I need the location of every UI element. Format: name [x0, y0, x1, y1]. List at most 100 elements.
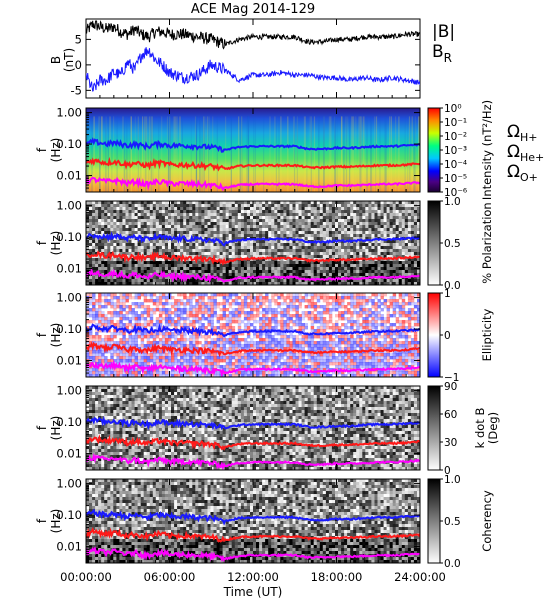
field-ylabel-unit: (nT) [62, 48, 76, 72]
spectrogram-cell [243, 279, 248, 283]
spectrogram-cell [168, 261, 172, 265]
spectrogram-cell [286, 228, 290, 232]
spectrogram-cell [383, 237, 387, 241]
spectrogram-cell [262, 231, 266, 235]
spectrogram-cell [210, 249, 214, 253]
spectrogram-cell [116, 225, 120, 229]
spectrogram-cell [301, 279, 305, 283]
spectrogram-cell [192, 246, 196, 250]
spectrogram-cell [216, 201, 220, 205]
spectrogram-cell [417, 279, 420, 283]
spectrogram-cell [198, 225, 202, 229]
spectrogram-cell [301, 210, 305, 214]
spectrogram-cell [177, 213, 181, 217]
spectrogram-cell [359, 210, 363, 214]
spectrogram-cell [177, 231, 181, 235]
spectrogram-cell [386, 282, 390, 285]
spectrogram-cell [86, 264, 90, 268]
spectrogram-cell [201, 261, 205, 265]
spectrogram-cell [216, 234, 220, 238]
spectrogram-cell [210, 213, 214, 217]
intensity-texture-stripe [363, 116, 365, 192]
intensity-texture-stripe [145, 116, 147, 192]
spectrogram-cell [243, 365, 248, 369]
spectrogram-cell [256, 305, 260, 309]
spectrogram-cell [277, 338, 281, 342]
spectrogram-cell [240, 299, 245, 303]
spectrogram-cell [331, 237, 336, 241]
spectrogram-cell [171, 246, 175, 250]
spectrogram-cell [228, 359, 233, 363]
spectrogram-cell [389, 219, 393, 223]
spectrogram-cell [122, 234, 126, 238]
spectrogram-cell [119, 267, 123, 271]
spectrogram-cell [143, 371, 148, 375]
spectrogram-cell [155, 270, 160, 274]
spectrogram-cell [271, 341, 275, 345]
spectrogram-cell [271, 264, 275, 268]
spectrogram-cell [140, 374, 145, 377]
spectrogram-cell [149, 323, 154, 327]
spectrogram-cell [101, 338, 105, 342]
spectrogram-cell [253, 234, 257, 238]
spectrogram-cell [89, 374, 93, 377]
spectrogram-cell [250, 219, 254, 223]
intensity-texture-stripe [240, 116, 242, 192]
spectrogram-cell [234, 308, 239, 312]
spectrogram-cell [398, 249, 403, 253]
spectrogram-cell [256, 344, 260, 348]
spectrogram-cell [237, 210, 242, 214]
spectrogram-cell [274, 219, 278, 223]
spectrogram-cell [110, 279, 114, 283]
spectrogram-cell [413, 246, 418, 250]
spectrogram-cell [204, 273, 208, 277]
spectrogram-cell [186, 252, 190, 256]
spectrogram-cell [177, 246, 181, 250]
spectrogram-cell [231, 282, 236, 285]
spectrogram-cell [168, 302, 172, 306]
intensity-texture-stripe [370, 116, 372, 192]
spectrogram-cell [107, 210, 111, 214]
spectrogram-cell [95, 356, 99, 360]
spectrogram-cell [250, 374, 254, 377]
spectrogram-cell [356, 249, 360, 253]
spectrogram-cell [268, 207, 272, 211]
spectrogram-cell [262, 311, 266, 315]
spectrogram-cell [158, 344, 163, 348]
spectrogram-cell [113, 225, 117, 229]
spectrogram-cell [313, 228, 318, 232]
spectrogram-cell [289, 210, 293, 214]
spectrogram-cell [92, 267, 96, 271]
spectrogram-cell [131, 219, 135, 223]
spectrogram-cell [301, 264, 305, 268]
spectrogram-cell [295, 252, 299, 256]
spectrogram-cell [122, 359, 126, 363]
spectrogram-cell [386, 207, 390, 211]
spectrogram-cell [280, 374, 284, 377]
spectrogram-cell [128, 204, 132, 208]
spectrogram-cell [313, 219, 318, 223]
spectrogram-cell [207, 335, 211, 339]
spectrogram-cell [143, 368, 148, 372]
spectrogram-cell [116, 320, 120, 324]
spectrogram-cell [277, 323, 281, 327]
intensity-texture-stripe [195, 116, 198, 192]
spectrogram-cell [98, 323, 102, 327]
spectrogram-cell [231, 374, 236, 377]
spectrogram-cell [256, 204, 260, 208]
spectrogram-cell [192, 332, 196, 336]
spectrogram-cell [134, 213, 138, 217]
spectrogram-cell [353, 261, 357, 265]
spectrogram-cell [207, 302, 211, 306]
spectrogram-cell [259, 255, 263, 259]
spectrogram-cell [304, 273, 308, 277]
spectrogram-cell [189, 246, 193, 250]
spectrogram-cell [401, 252, 406, 256]
spectrogram-cell [353, 213, 357, 217]
spectrogram-cell [265, 264, 269, 268]
spectrogram-cell [128, 359, 132, 363]
spectrogram-cell [192, 323, 196, 327]
spectrogram-cell [231, 299, 236, 303]
spectrogram-cell [265, 344, 269, 348]
spectrogram-cell [183, 332, 187, 336]
